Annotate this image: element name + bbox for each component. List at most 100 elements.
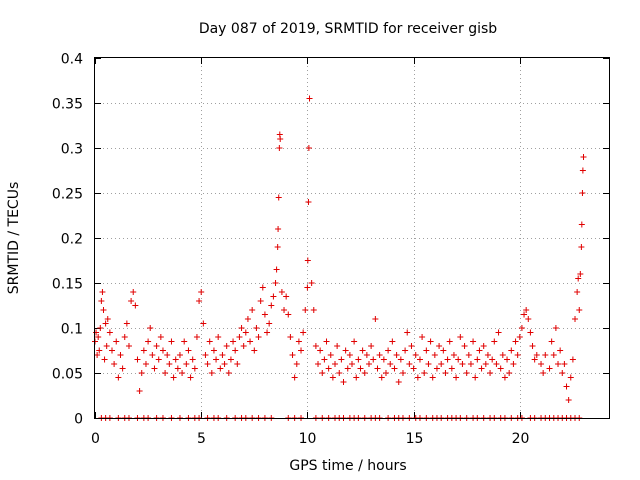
data-point (365, 361, 372, 367)
data-point (128, 298, 135, 304)
data-point (264, 329, 271, 336)
data-point (98, 298, 105, 304)
data-point (261, 311, 268, 318)
data-point (514, 352, 521, 358)
data-point (374, 365, 381, 372)
y-tick-label: 0.2 (61, 232, 83, 248)
x-tick-label: 15 (406, 431, 424, 447)
data-point (204, 361, 211, 367)
data-point (310, 307, 317, 313)
data-point (170, 374, 177, 381)
data-point (232, 347, 239, 354)
data-point (552, 325, 559, 331)
data-point (497, 365, 504, 372)
data-point (334, 343, 341, 349)
data-point (376, 352, 383, 358)
data-point (472, 374, 479, 381)
data-point (257, 298, 264, 304)
data-point (306, 95, 313, 102)
data-point (189, 356, 196, 363)
data-point (130, 289, 137, 295)
data-point (99, 289, 106, 295)
data-point (266, 320, 273, 327)
data-point (436, 343, 443, 349)
data-point (268, 302, 275, 309)
data-point (346, 352, 353, 358)
data-point (359, 347, 366, 354)
data-point (380, 356, 387, 363)
data-point (219, 352, 226, 358)
data-point (416, 356, 423, 363)
data-point (557, 347, 564, 354)
data-point (162, 370, 169, 376)
data-point (210, 347, 217, 354)
data-point (315, 361, 322, 367)
data-point (525, 316, 532, 322)
data-point (149, 352, 156, 358)
data-point (221, 361, 228, 367)
data-point (493, 361, 500, 367)
data-point (242, 329, 249, 336)
data-point (546, 365, 553, 372)
data-point (370, 356, 377, 363)
data-point (193, 334, 200, 340)
data-point (181, 338, 188, 345)
data-point (569, 356, 576, 363)
data-point (115, 374, 122, 381)
data-point (561, 361, 568, 367)
data-point (399, 370, 406, 376)
data-point (125, 343, 132, 349)
data-point (145, 338, 152, 345)
data-point (247, 338, 254, 345)
data-point (138, 370, 145, 376)
data-point (251, 347, 258, 354)
data-point (465, 352, 472, 358)
x-axis-label: GPS time / hours (289, 458, 406, 474)
data-point (455, 356, 462, 363)
data-point (106, 329, 113, 336)
data-point (101, 356, 108, 363)
data-point (467, 361, 474, 367)
data-point (433, 365, 440, 372)
data-point (273, 266, 280, 273)
data-point (565, 397, 572, 403)
x-tick-label: 0 (91, 431, 100, 447)
y-tick-label: 0.15 (52, 277, 83, 293)
data-point (391, 365, 398, 372)
data-point (357, 365, 364, 372)
data-point (533, 352, 540, 358)
data-point (119, 365, 126, 372)
data-point (97, 325, 104, 331)
data-point (94, 352, 101, 358)
data-point (319, 370, 326, 376)
y-tick-label: 0 (74, 412, 83, 428)
data-point (540, 370, 547, 376)
data-point (512, 338, 519, 345)
data-point (272, 280, 279, 286)
data-point (327, 352, 334, 358)
data-point (382, 370, 389, 376)
data-point (531, 356, 538, 363)
data-point (410, 365, 417, 372)
data-point (351, 338, 358, 345)
y-tick-label: 0.3 (61, 142, 83, 158)
data-point (395, 379, 402, 385)
data-point (427, 338, 434, 345)
data-point (538, 361, 545, 367)
data-point (440, 347, 447, 354)
data-point (385, 347, 392, 354)
data-point (275, 194, 282, 201)
data-point (368, 343, 375, 349)
data-point (225, 370, 232, 376)
data-point (389, 338, 396, 345)
y-tick-labels: 0 0.05 0.1 0.15 0.2 0.25 0.3 0.35 0.4 (52, 52, 83, 428)
data-point (172, 356, 179, 363)
data-point (185, 347, 192, 354)
data-point (372, 316, 379, 322)
data-point (206, 338, 213, 345)
data-point (567, 374, 574, 381)
data-point (446, 338, 453, 345)
data-point (308, 280, 315, 286)
data-point (499, 352, 506, 358)
